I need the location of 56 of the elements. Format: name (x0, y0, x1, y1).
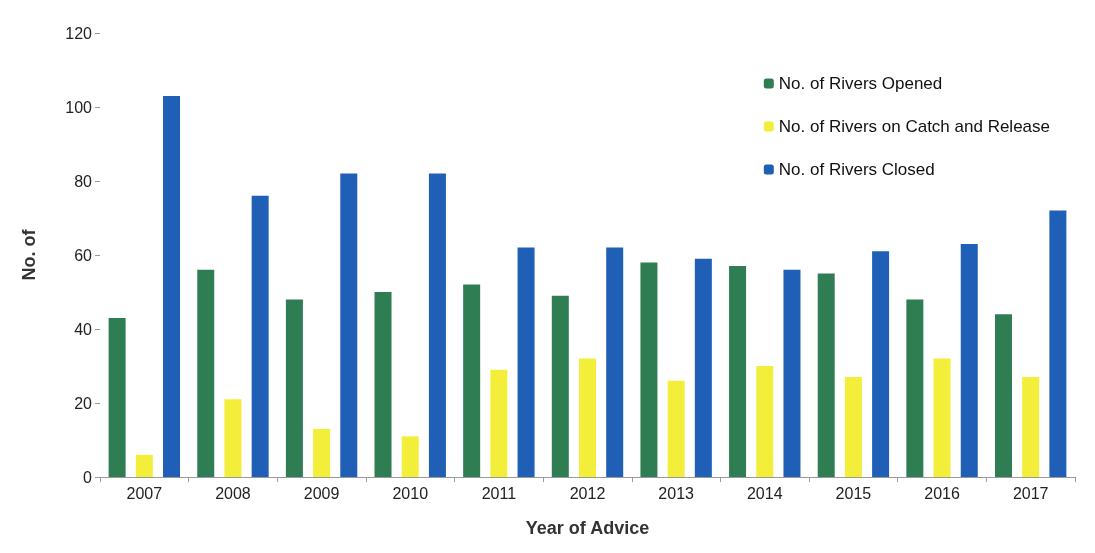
y-axis-title: No. of (19, 228, 39, 281)
x-tick-label: 2017 (1012, 484, 1049, 502)
bar (108, 317, 126, 477)
legend-label: No. of Rivers on Catch and Release (778, 117, 1051, 136)
x-tick-label: 2016 (924, 484, 960, 502)
x-tick-label: 2010 (392, 484, 429, 502)
y-tick-label: 0 (83, 468, 93, 486)
bar (163, 95, 181, 477)
legend-label: No. of Rivers Closed (778, 160, 935, 179)
bar (640, 262, 658, 477)
bar (783, 269, 801, 477)
bar (994, 314, 1012, 477)
x-tick-label: 2012 (569, 484, 606, 502)
bar (606, 247, 624, 477)
y-tick-label: 20 (74, 394, 93, 412)
bar (1049, 210, 1067, 477)
bar (933, 358, 951, 477)
bar (374, 292, 392, 477)
bar (517, 247, 535, 477)
bar (906, 299, 924, 477)
bar (224, 399, 242, 477)
bar (490, 369, 508, 477)
x-tick-label: 2014 (746, 484, 783, 502)
bar (340, 173, 358, 477)
bar (729, 266, 747, 477)
x-axis-title: Year of Advice (525, 518, 650, 538)
bar (551, 295, 569, 477)
x-tick-label: 2015 (835, 484, 872, 502)
y-tick-label: 100 (65, 98, 93, 116)
bar (251, 195, 269, 477)
bar (285, 299, 303, 477)
bar (1022, 377, 1040, 477)
x-tick-label: 2007 (126, 484, 163, 502)
bar (401, 436, 419, 477)
legend-label: No. of Rivers Opened (778, 74, 943, 93)
x-tick-label: 2011 (481, 484, 517, 502)
bar (135, 454, 153, 477)
bar (313, 428, 331, 477)
bar (694, 258, 712, 477)
bar (817, 273, 835, 477)
x-tick-label: 2009 (303, 484, 340, 502)
bar (428, 173, 446, 477)
y-tick-label: 40 (74, 320, 93, 338)
bar (960, 243, 978, 477)
bar (844, 377, 862, 477)
x-tick-label: 2013 (658, 484, 695, 502)
bar (463, 284, 481, 477)
y-tick-label: 60 (74, 246, 93, 264)
x-tick-label: 2008 (215, 484, 251, 502)
bar (667, 380, 685, 477)
y-tick-label: 80 (74, 172, 93, 190)
bar (756, 366, 774, 477)
bar (579, 358, 596, 477)
y-tick-label: 120 (65, 24, 93, 42)
bar (872, 251, 890, 477)
bar (197, 269, 215, 477)
